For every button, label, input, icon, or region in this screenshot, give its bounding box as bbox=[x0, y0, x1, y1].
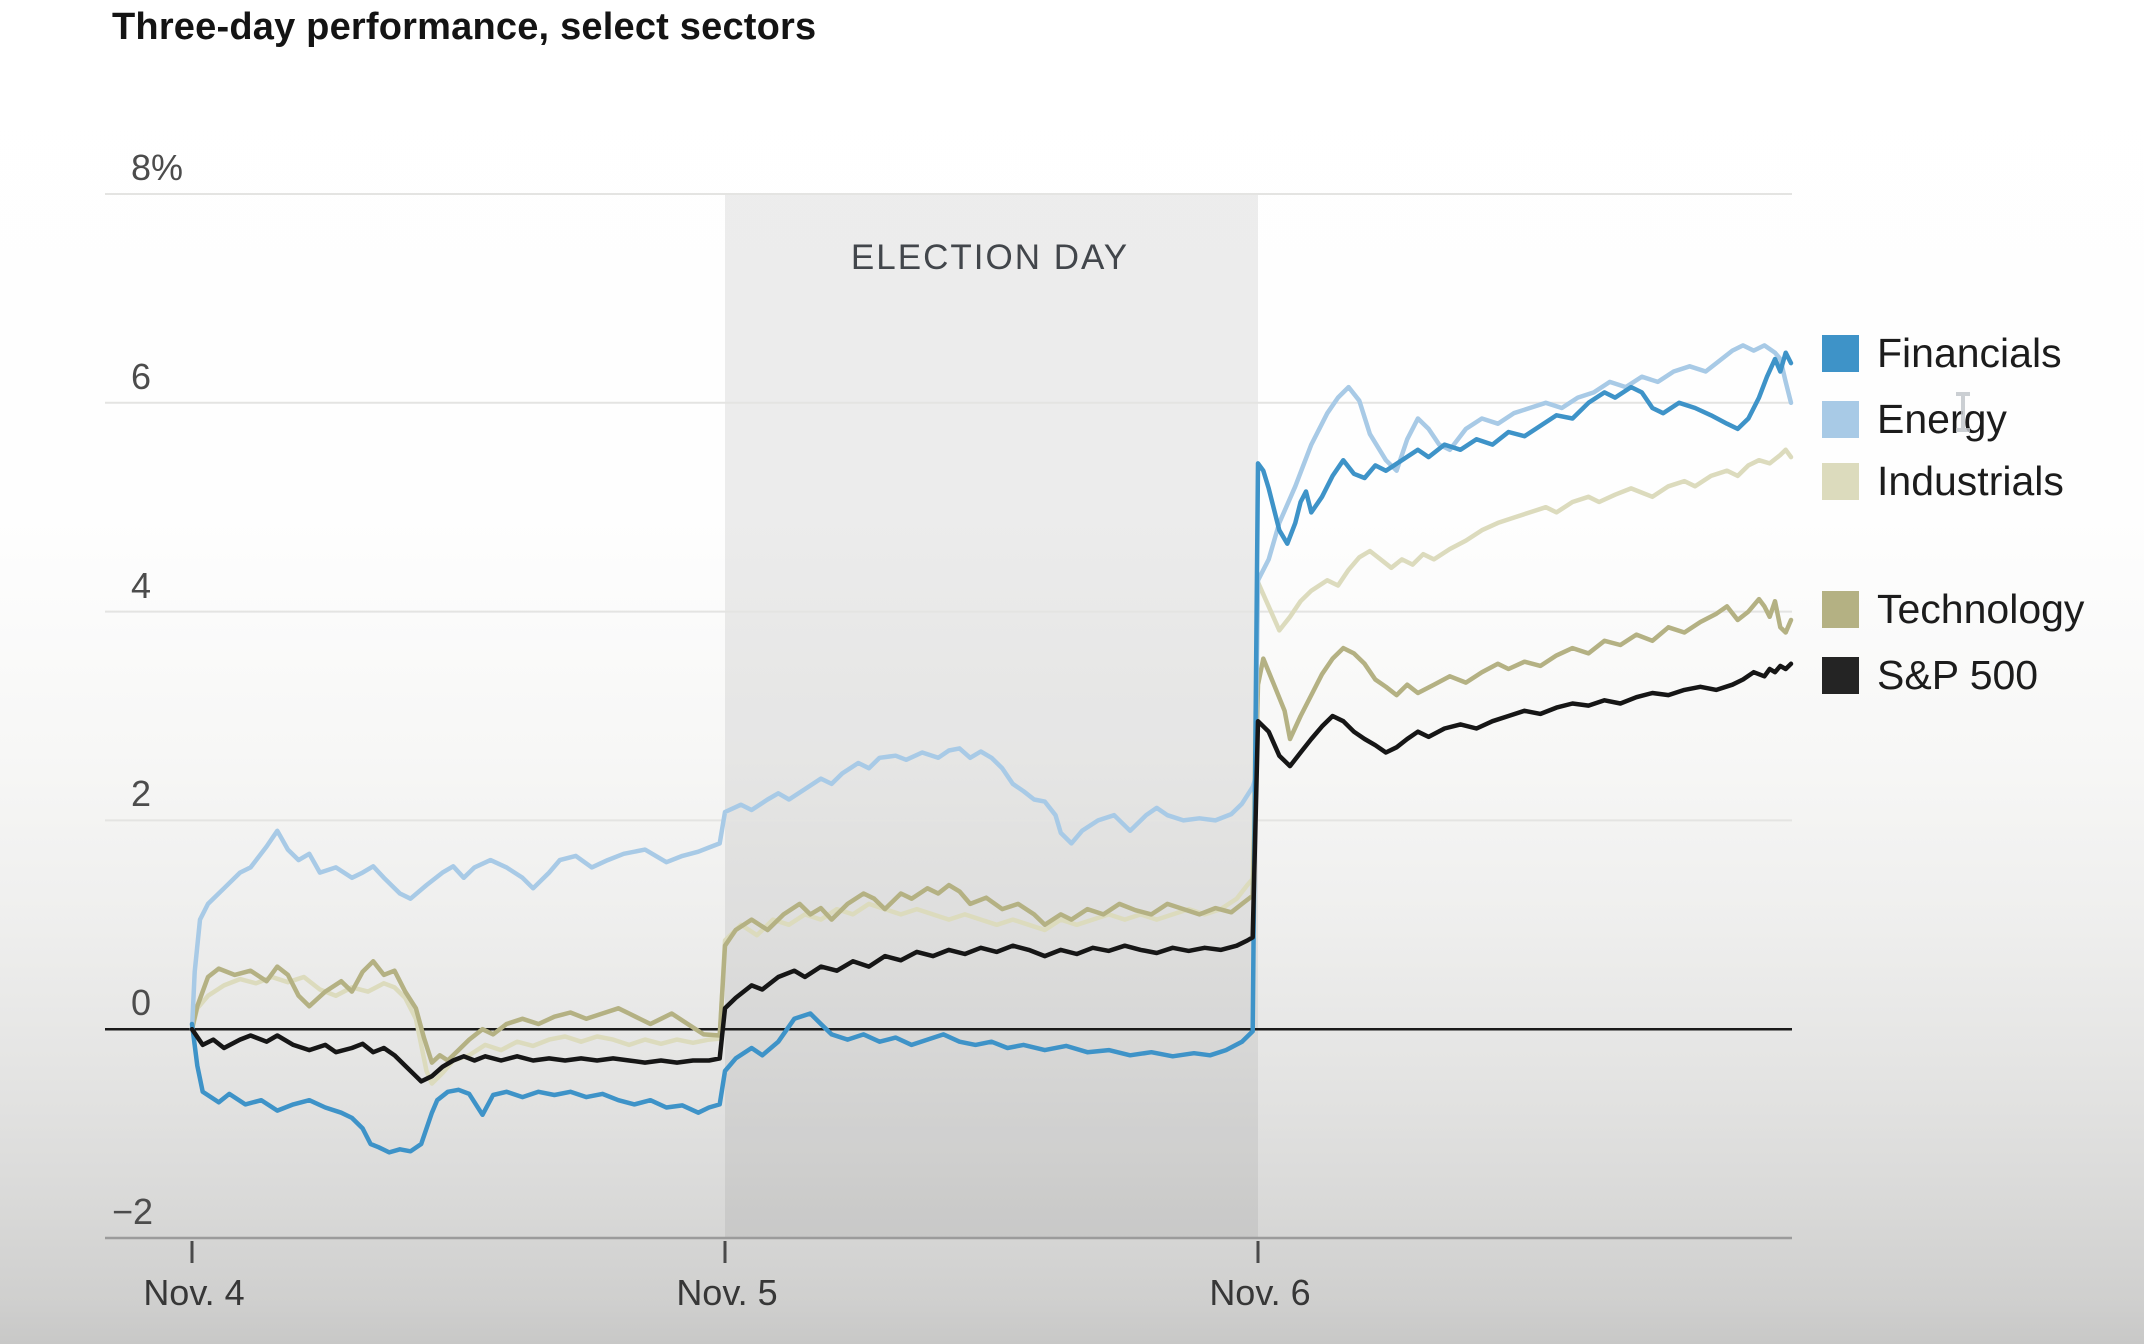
x-axis-tick-label: Nov. 4 bbox=[143, 1272, 245, 1313]
y-axis-tick-label: 4 bbox=[131, 564, 152, 606]
y-axis-tick-label: 8% bbox=[131, 147, 184, 188]
legend-label: Technology bbox=[1877, 586, 2085, 632]
series-Financials bbox=[189, 350, 1794, 1155]
y-axis-tick-label: 2 bbox=[131, 773, 152, 815]
legend-item-sp500: S&P 500 bbox=[1822, 652, 2038, 699]
series-Energy bbox=[189, 343, 1794, 1032]
legend-item-financials: Financials bbox=[1822, 330, 2062, 377]
series-S&P 500 bbox=[189, 661, 1794, 1084]
financials-swatch-icon bbox=[1822, 335, 1859, 372]
legend-label: Financials bbox=[1877, 330, 2062, 376]
series-Technology bbox=[189, 596, 1794, 1065]
industrials-swatch-icon bbox=[1822, 463, 1859, 500]
y-axis-tick-label: −2 bbox=[112, 1191, 154, 1232]
legend-item-industrials: Industrials bbox=[1822, 458, 2064, 505]
sp500-swatch-icon bbox=[1822, 657, 1859, 694]
energy-swatch-icon bbox=[1822, 401, 1859, 438]
legend-item-energy: Energy bbox=[1822, 396, 2007, 443]
series-Industrials bbox=[189, 447, 1794, 1086]
text-cursor-icon bbox=[1956, 392, 1970, 432]
chart-title: Three-day performance, select sectors bbox=[112, 6, 817, 48]
x-axis-tick-label: Nov. 5 bbox=[676, 1272, 778, 1313]
legend-label: Energy bbox=[1877, 396, 2007, 442]
legend-item-technology: Technology bbox=[1822, 586, 2084, 633]
election-day-annotation: ELECTION DAY bbox=[850, 238, 1130, 277]
election-day-band bbox=[725, 194, 1258, 1238]
technology-swatch-icon bbox=[1822, 591, 1859, 628]
y-axis-tick-label: 0 bbox=[131, 982, 152, 1024]
legend-label: Industrials bbox=[1877, 458, 2064, 504]
y-axis-tick-label: 6 bbox=[131, 355, 152, 397]
legend-label: S&P 500 bbox=[1877, 652, 2039, 698]
x-axis-tick-label: Nov. 6 bbox=[1209, 1272, 1311, 1313]
